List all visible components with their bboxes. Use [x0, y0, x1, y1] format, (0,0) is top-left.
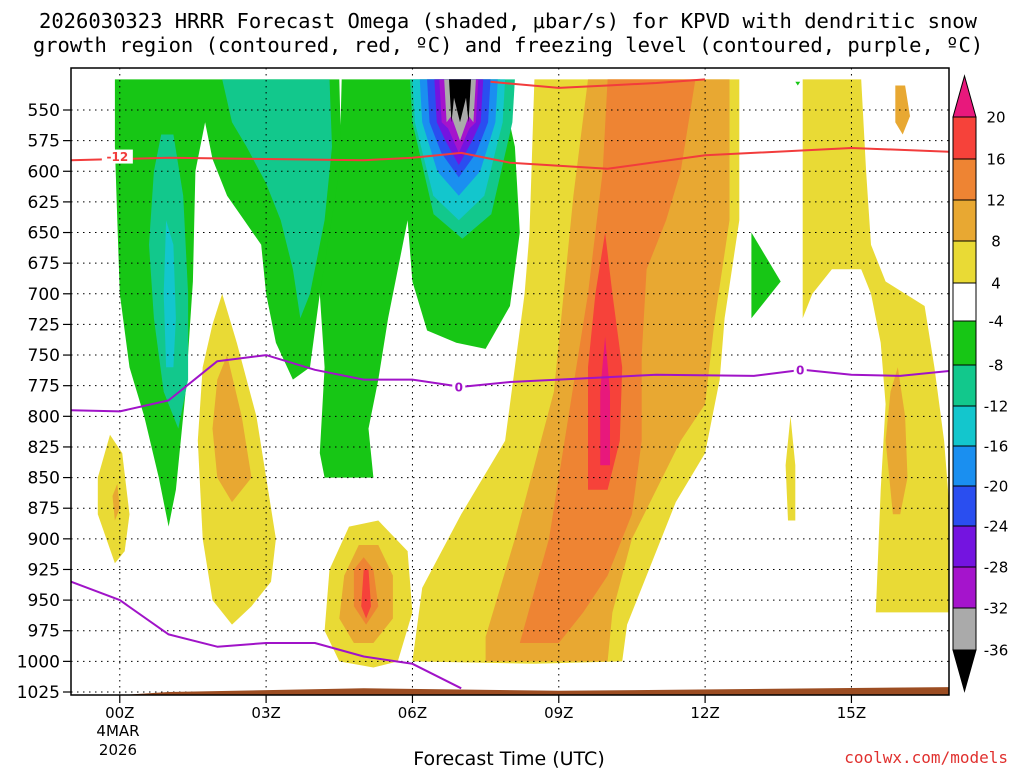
freezing-level-label-1: 0: [796, 363, 804, 377]
x-tick-label-0: 00Z: [105, 704, 134, 722]
colorbar-bin-6: [952, 320, 977, 366]
credit-text: coolwx.com/models: [844, 748, 1008, 767]
y-tick-label-11: 825: [28, 438, 60, 458]
colorbar-label-0: 20: [986, 109, 1005, 127]
subsidence-right-band-8: [885, 367, 908, 515]
colorbar-bin-10: [952, 485, 977, 527]
x-axis-ticks: 00Z 03Z 06Z 09Z 12Z 15Z: [105, 695, 866, 722]
x-tick-label-4: 12Z: [690, 704, 719, 722]
colorbar-bin-7: [952, 364, 977, 407]
y-tick-label-6: 700: [28, 285, 60, 305]
dgz-contour-label-bg: [101, 149, 133, 164]
colorbar-bin-14: [952, 649, 977, 693]
x-axis-label: Forecast Time (UTC): [413, 748, 604, 768]
y-tick-label-1: 575: [28, 132, 60, 152]
chart-title-line-2: growth region (contoured, red, ºC) and f…: [33, 33, 983, 57]
colorbar-label-1: 16: [986, 151, 1005, 169]
y-tick-label-10: 800: [28, 407, 60, 427]
y-tick-label-5: 675: [28, 254, 60, 274]
omega-shaded-field: [97, 79, 949, 668]
contours: -12 0 0: [71, 78, 949, 695]
chart-title-line-1: 2026030323 HRRR Forecast Omega (shaded, …: [39, 9, 978, 33]
colorbar-bin-11: [952, 525, 977, 568]
freezing-level-lower-line: [71, 580, 462, 690]
dgz-upper-contour-line: [490, 78, 706, 89]
freezing-level-label-1-bg: [793, 362, 807, 377]
colorbar-bin-5: [952, 282, 977, 322]
x-date-label-month: 4MAR: [96, 722, 139, 740]
x-tick-label-1: 03Z: [251, 704, 280, 722]
freezing-level-label-0-bg: [452, 379, 466, 394]
plot-frame: [70, 67, 950, 696]
subsidence-small-cell-8: [112, 483, 120, 521]
colorbar-bin-3: [952, 199, 977, 242]
freezing-level-label-0: 0: [455, 380, 463, 394]
y-tick-label-7: 725: [28, 315, 60, 335]
ascent-right-wedge: [751, 232, 781, 319]
x-tick-label-5: 15Z: [837, 704, 866, 722]
colorbar: 20 16 12 8 4 -4 -8 -12 -16 -20 -24 -28 -32 -36: [952, 74, 1009, 693]
y-tick-label-19: 1025: [17, 683, 60, 703]
colorbar-bin-9: [952, 445, 977, 487]
colorbar-bin-13: [952, 607, 977, 651]
y-tick-label-3: 625: [28, 193, 60, 213]
y-tick-label-2: 600: [28, 162, 60, 182]
colorbar-bin-1: [952, 116, 977, 160]
y-axis-ticks: 550 575 600 625 650 675 700 725 750 775 800 825 850 8…: [17, 101, 71, 703]
dgz-contour-label: -12: [106, 150, 128, 164]
y-tick-label-18: 1000: [17, 652, 60, 672]
subsidence-right-band: [802, 79, 949, 613]
colorbar-label-9: -20: [984, 478, 1009, 496]
y-tick-label-9: 775: [28, 377, 60, 397]
x-tick-label-2: 06Z: [398, 704, 427, 722]
y-tick-label-4: 650: [28, 224, 60, 244]
colorbar-label-4: 4: [991, 275, 1001, 293]
y-tick-label-16: 950: [28, 591, 60, 611]
subsidence-low-level-cell-16: [361, 569, 371, 619]
colorbar-label-6: -8: [989, 357, 1004, 375]
colorbar-label-13: -36: [984, 642, 1009, 660]
colorbar-label-5: -4: [989, 313, 1004, 331]
teal-ascent-core-upper: [222, 79, 332, 319]
y-tick-label-13: 875: [28, 499, 60, 519]
y-tick-label-14: 900: [28, 530, 60, 550]
y-tick-label-15: 925: [28, 560, 60, 580]
colorbar-bin-0: [952, 74, 977, 118]
x-date-label-year: 2026: [99, 741, 137, 759]
subsidence-right-top: [895, 85, 910, 135]
strong-ascent-plume-7: [449, 79, 471, 123]
colorbar-label-11: -28: [984, 559, 1009, 577]
cyan-ascent-core: [163, 220, 176, 368]
colorbar-bin-2: [952, 158, 977, 201]
subsidence-lower-left-plume-8: [212, 355, 252, 503]
colorbar-bin-12: [952, 566, 977, 609]
subsidence-right-small: [785, 416, 796, 521]
ground-shading: [120, 687, 949, 695]
colorbar-label-3: 8: [991, 233, 1001, 251]
dgz-contour-line: [71, 147, 949, 170]
x-tick-label-3: 09Z: [544, 704, 573, 722]
y-tick-label-8: 750: [28, 346, 60, 366]
y-tick-label-0: 550: [28, 101, 60, 121]
colorbar-label-10: -24: [984, 518, 1009, 536]
colorbar-bin-4: [952, 240, 977, 284]
y-tick-label-17: 975: [28, 622, 60, 642]
colorbar-label-7: -12: [984, 398, 1009, 416]
colorbar-label-12: -32: [984, 600, 1009, 618]
y-tick-label-12: 850: [28, 469, 60, 489]
ascent-tiny-top: [795, 81, 801, 86]
colorbar-label-2: 12: [986, 192, 1005, 210]
subsidence-peak-core-20: [600, 336, 610, 466]
colorbar-bin-8: [952, 405, 977, 447]
colorbar-label-8: -16: [984, 438, 1009, 456]
